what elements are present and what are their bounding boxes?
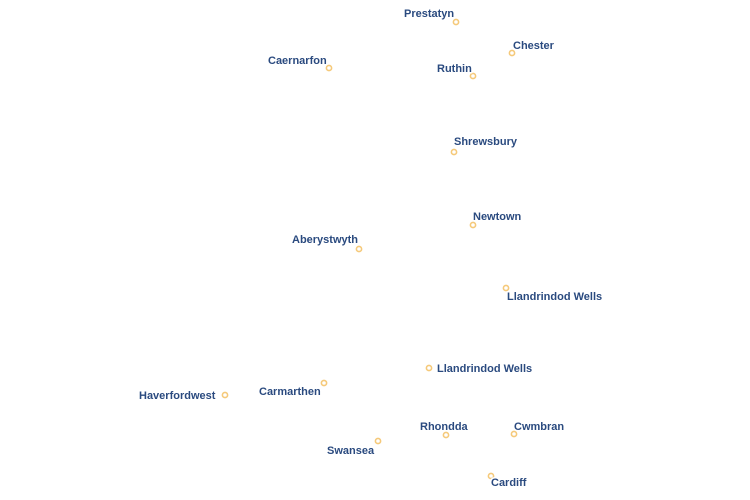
swansea-city-marker-icon[interactable] bbox=[374, 437, 382, 445]
newtown-city-marker-icon[interactable] bbox=[469, 221, 477, 229]
city-label-aberystwyth: Aberystwyth bbox=[292, 234, 358, 246]
city-label-ruthin: Ruthin bbox=[437, 63, 472, 75]
carmarthen-city-marker-icon[interactable] bbox=[320, 379, 328, 387]
llandrindod-wells-city-marker-icon[interactable] bbox=[502, 284, 510, 292]
city-label-rhondda: Rhondda bbox=[420, 421, 469, 433]
city-label-carmarthen: Carmarthen bbox=[259, 386, 321, 398]
city-label-cwmbran: Cwmbran bbox=[514, 421, 564, 433]
prestatyn-city-marker-icon[interactable] bbox=[452, 18, 460, 26]
city-label-llandrindod-wells: Llandrindod Wells bbox=[507, 291, 602, 303]
city-label-newtown: Newtown bbox=[473, 211, 522, 223]
haverfordwest-city-marker-icon[interactable] bbox=[221, 391, 229, 399]
city-labels: Prestatyn Chester Caernarfon Ruthin Shrewsbu… bbox=[138, 7, 604, 491]
city-label-swansea: Swansea bbox=[327, 445, 375, 457]
rhondda-city-marker-icon[interactable] bbox=[442, 431, 450, 439]
city-label-cardiff: Cardiff bbox=[491, 477, 527, 489]
city-label-haverfordwest: Haverfordwest bbox=[139, 390, 216, 402]
ruthin-city-marker-icon[interactable] bbox=[469, 72, 477, 80]
city-markers bbox=[221, 18, 518, 480]
cwmbran-city-marker-icon[interactable] bbox=[510, 430, 518, 438]
shrewsbury-city-marker-icon[interactable] bbox=[450, 148, 458, 156]
caernarfon-city-marker-icon[interactable] bbox=[325, 64, 333, 72]
city-label-chester: Chester bbox=[513, 40, 555, 52]
cardiff-city-marker-icon[interactable] bbox=[487, 472, 495, 480]
aberystwyth-city-marker-icon[interactable] bbox=[355, 245, 363, 253]
city-label-caernarfon: Caernarfon bbox=[268, 55, 327, 67]
city-label-prestatyn: Prestatyn bbox=[404, 8, 454, 20]
city-label-shrewsbury: Shrewsbury bbox=[454, 136, 518, 148]
city-label-llandrindod-wells: Llandrindod Wells bbox=[437, 363, 532, 375]
llandrindod-wells-city-marker-icon[interactable] bbox=[425, 364, 433, 372]
chester-city-marker-icon[interactable] bbox=[508, 49, 516, 57]
